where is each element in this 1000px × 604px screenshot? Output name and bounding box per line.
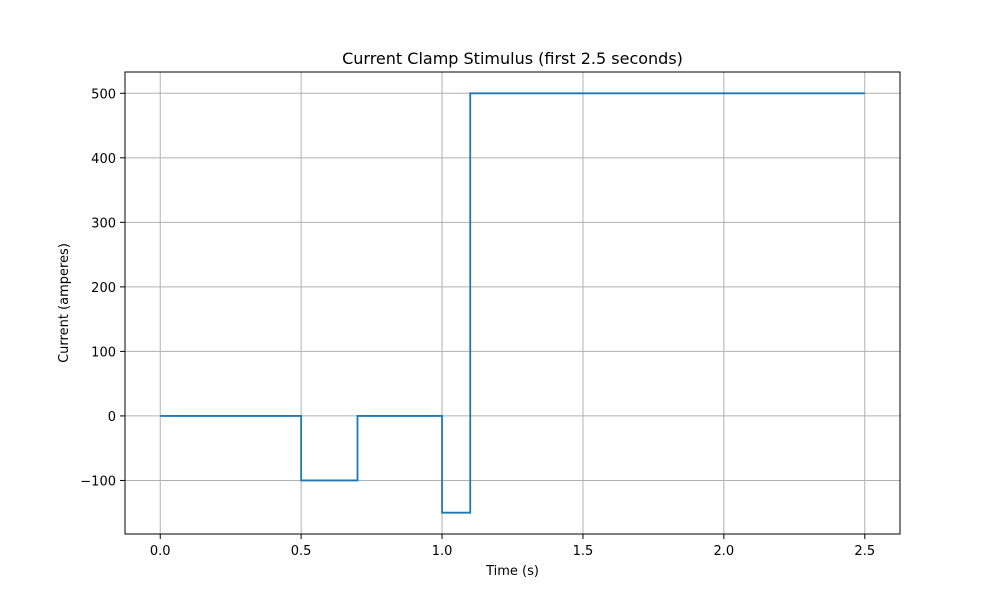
plot-frame (124, 71, 901, 535)
x-tick-label: 2.5 (854, 544, 875, 559)
x-tick-label: 1.0 (432, 544, 453, 559)
y-tick-label: 300 (91, 216, 116, 231)
y-tick-label: 400 (91, 152, 116, 167)
x-tick-label: 0.5 (291, 544, 312, 559)
y-tick-label: 0 (108, 410, 116, 425)
y-tick-label: −100 (80, 474, 116, 489)
y-tick-label: 500 (91, 87, 116, 102)
chart-title: Current Clamp Stimulus (first 2.5 second… (342, 49, 683, 68)
plot-background (125, 72, 900, 534)
series-line-0 (160, 92, 865, 514)
y-axis-label: Current (amperes) (57, 243, 72, 363)
x-axis-label: Time (s) (485, 564, 539, 579)
y-tick-label: 200 (91, 281, 116, 296)
y-tick-label: 100 (91, 345, 116, 360)
ticks-layer: 0.0 0.5 1.0 1.5 2.0 2.5 −100 0 100 200 300 400 500 (80, 87, 875, 559)
x-tick-label: 2.0 (714, 544, 735, 559)
x-tick-label: 1.5 (573, 544, 594, 559)
x-tick-label: 0.0 (150, 544, 171, 559)
series-layer (160, 92, 865, 514)
